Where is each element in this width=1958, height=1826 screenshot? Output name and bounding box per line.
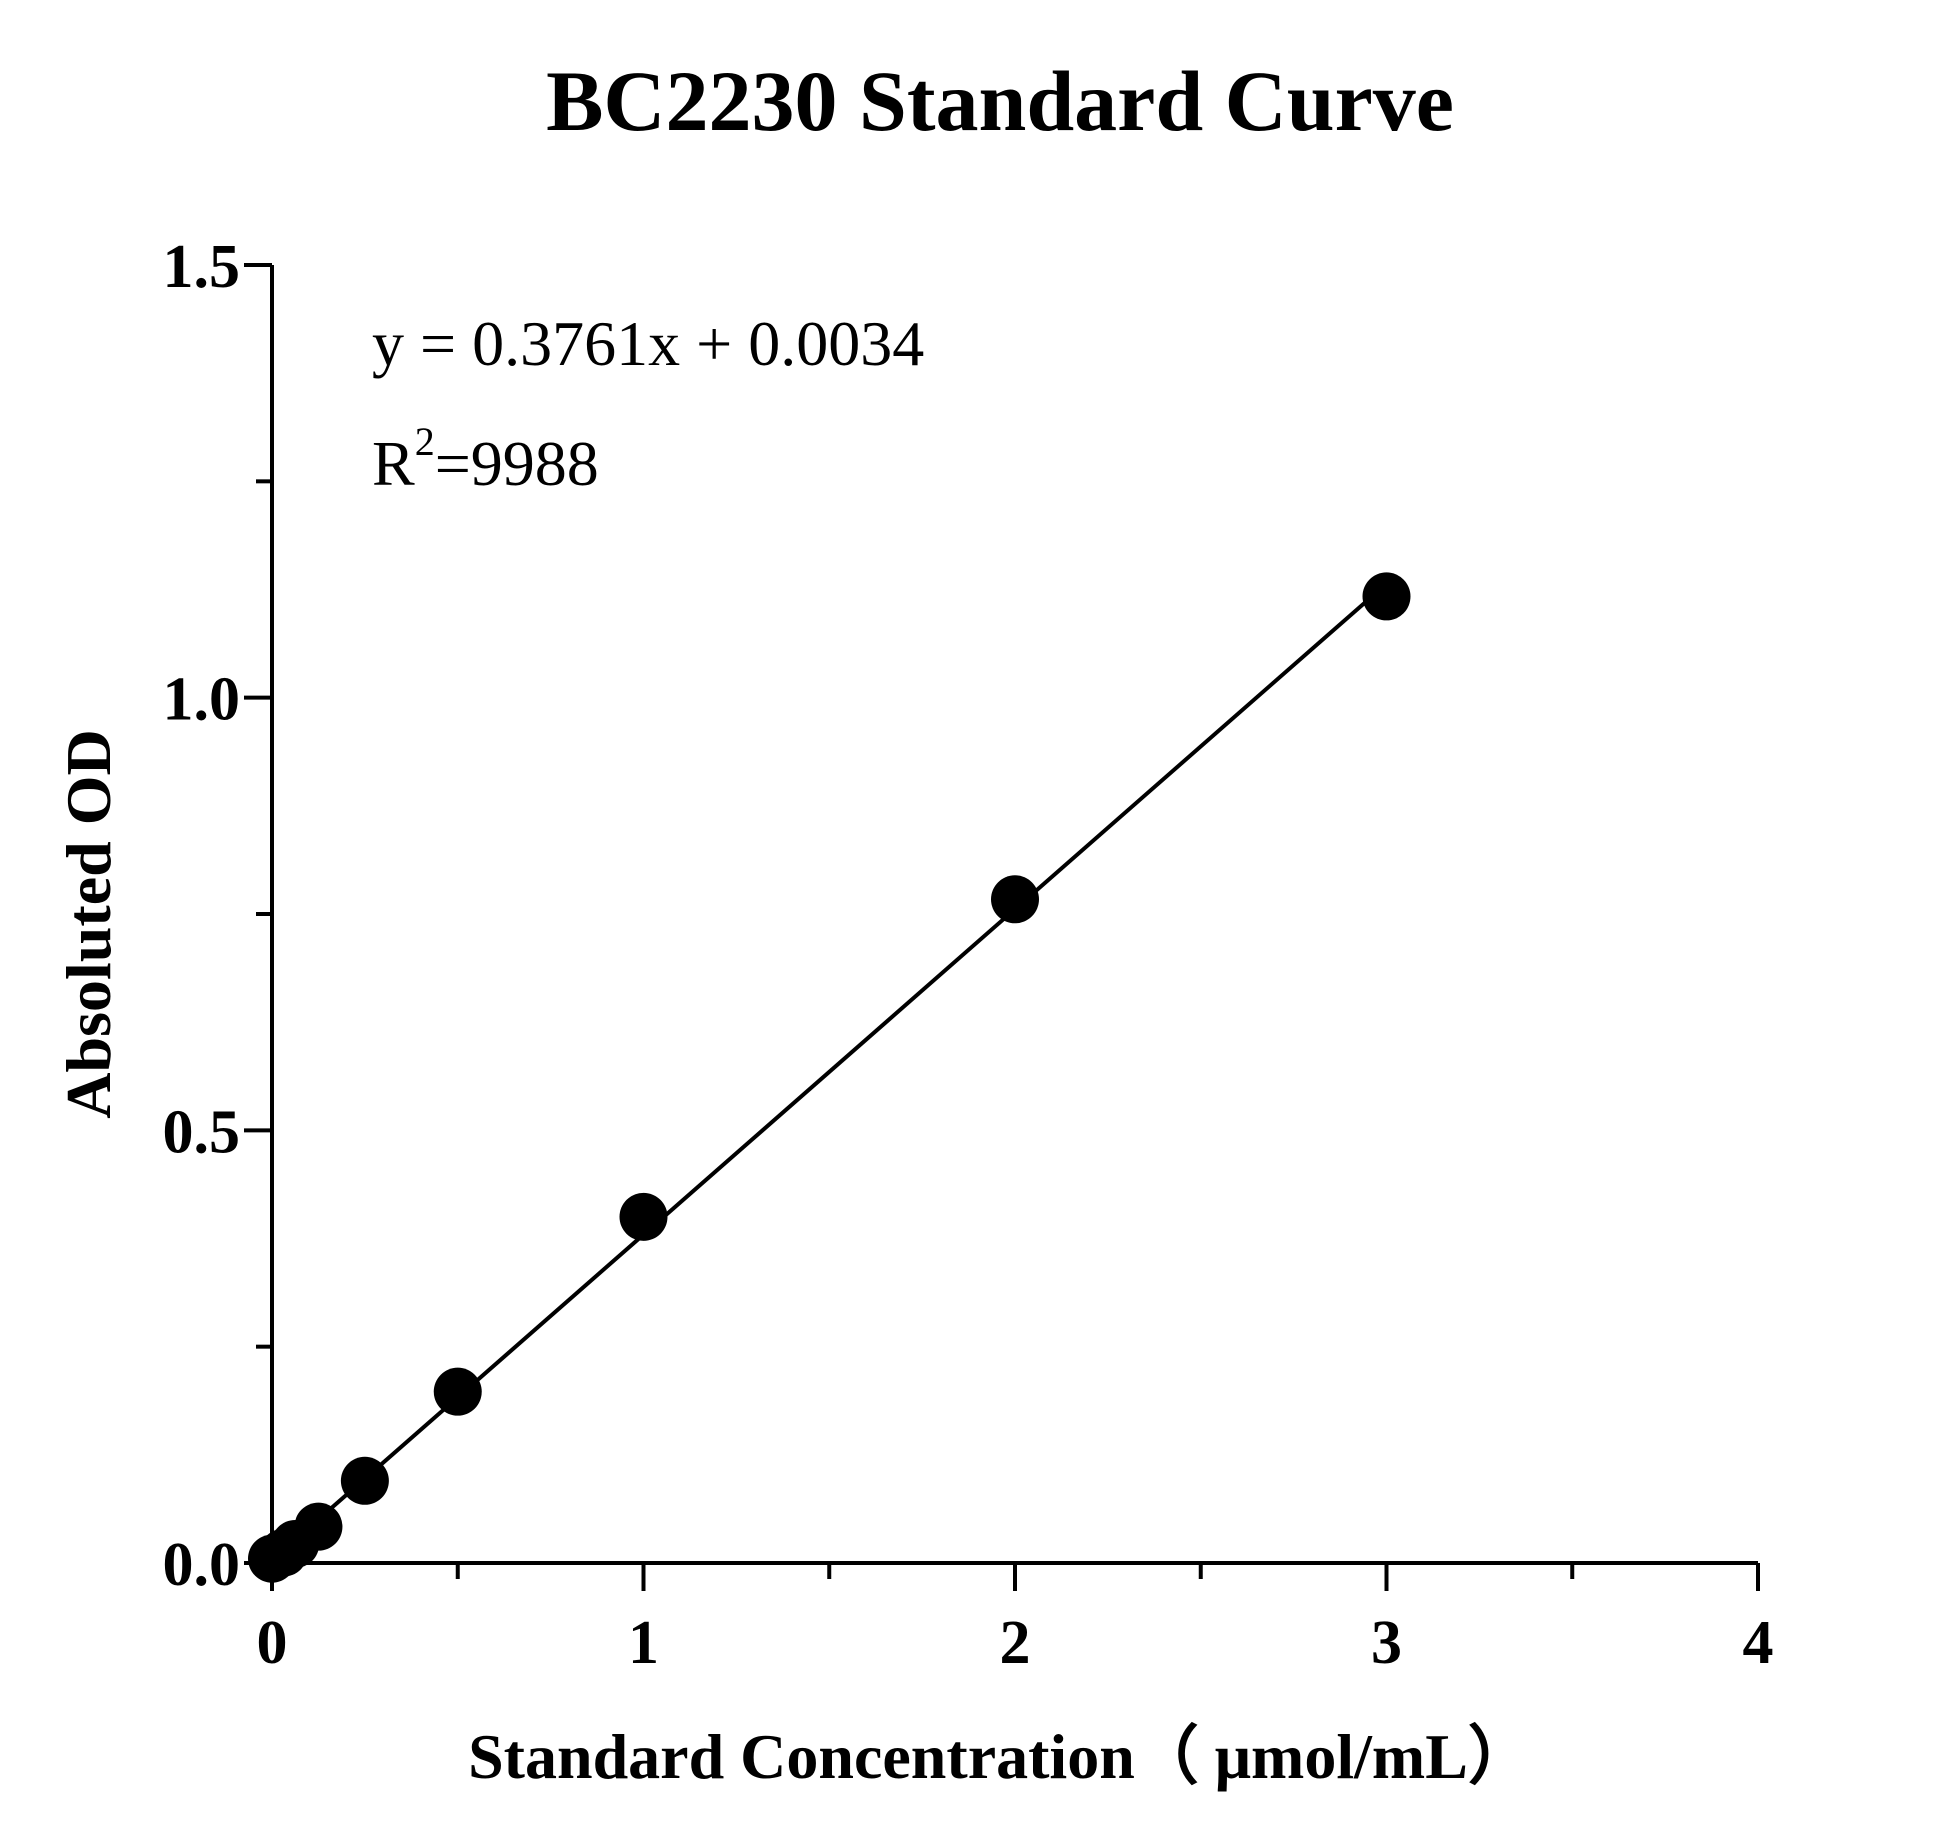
r-squared-annotation: R2=9988 xyxy=(372,419,599,499)
points-layer xyxy=(248,572,1411,1583)
fit-line xyxy=(270,582,1388,1562)
x-tick-label: 4 xyxy=(1743,1609,1774,1677)
y-tick-label: 1.0 xyxy=(163,666,241,734)
axes-layer: 0 1 2 3 4 0.0 0.5 1.0 1.5 xyxy=(163,233,1774,1677)
r-squared-superscript: 2 xyxy=(415,419,435,464)
x-tick-label: 1 xyxy=(628,1609,659,1677)
x-tick-label: 0 xyxy=(257,1609,288,1677)
data-point xyxy=(1362,572,1411,621)
data-point xyxy=(991,875,1039,924)
x-tick-label: 3 xyxy=(1371,1609,1402,1677)
y-axis-label: Absoluted OD xyxy=(53,729,124,1118)
y-tick-label: 0.0 xyxy=(163,1531,241,1599)
chart-title: BC2230 Standard Curve xyxy=(546,53,1454,149)
y-tick-label: 1.5 xyxy=(163,233,241,301)
equation-annotation: y = 0.3761x + 0.0034 xyxy=(372,308,924,379)
data-point xyxy=(619,1192,668,1241)
r-squared-letter: R xyxy=(372,428,415,499)
fit-line-layer xyxy=(270,582,1388,1562)
y-tick-label: 0.5 xyxy=(163,1098,241,1166)
x-tick-label: 2 xyxy=(1000,1609,1031,1677)
r-squared-value: =9988 xyxy=(435,428,599,499)
data-point xyxy=(294,1502,343,1551)
x-axis-label: Standard Concentration（ μmol/mL） xyxy=(468,1721,1532,1792)
data-point xyxy=(340,1456,389,1505)
data-point xyxy=(433,1367,482,1416)
